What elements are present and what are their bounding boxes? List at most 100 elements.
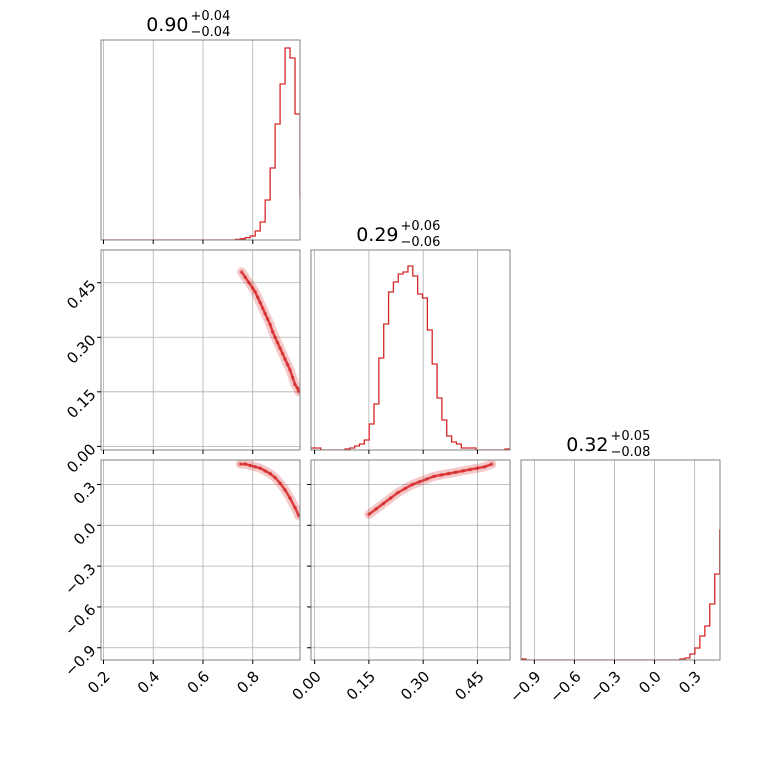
hist-bin-39	[295, 114, 300, 240]
scatter-point-0	[367, 512, 371, 517]
title-median-hist-2: 0.32	[566, 434, 608, 456]
scatter-point-11	[293, 505, 297, 510]
ytick-label-2: −0.3	[61, 560, 99, 598]
title-plus-hist-2: +0.05	[611, 429, 651, 444]
xtick-label-3: 0.45	[451, 668, 487, 704]
hist-bin-36	[280, 84, 285, 240]
panel-hist-0: 0.90 +0.04−0.04	[100, 9, 305, 244]
scatter-point-9	[265, 317, 270, 321]
scatter-point-20	[293, 382, 297, 387]
scatter-point-3	[253, 465, 258, 469]
scatter-point-7	[273, 475, 277, 480]
hist-bin-39	[715, 574, 720, 660]
scatter-point-5	[255, 295, 260, 300]
scatter-point-18	[288, 368, 292, 372]
panel-hist-2: −0.9 −0.6 −0.3 0.0 0.3 0.32 +0.05−0.08	[506, 429, 745, 706]
scatter-point-7	[417, 479, 422, 484]
scatter-point-13	[275, 340, 280, 345]
panel-scatter-2-0: 0.2 0.4 0.6 0.8−0.9−0.6−0.30.00.3	[61, 459, 301, 698]
scatter-point-15	[280, 351, 285, 356]
title-minus-hist-0: −0.04	[191, 25, 231, 40]
hist-step-hist-1	[311, 265, 510, 450]
axes-frame-hist-2	[520, 459, 721, 661]
hist-bin-15	[384, 324, 389, 450]
ytick-label-1: −0.6	[61, 601, 99, 639]
panel-hist-1: 0.29 +0.06−0.06	[310, 219, 511, 454]
xtick-label-4: 0.3	[675, 668, 705, 698]
ytick-label-0: 0.00	[63, 440, 99, 476]
scatter-point-14	[468, 467, 473, 472]
axes-frame-scatter-2-1	[310, 459, 511, 661]
hist-bin-44	[740, 656, 745, 660]
xtick-label-1: 0.15	[343, 668, 379, 704]
scatter-point-12	[273, 335, 277, 340]
ytick-label-3: 0.0	[70, 519, 100, 549]
hist-bin-34	[270, 168, 275, 240]
scatter-point-15	[475, 466, 480, 470]
scatter-point-9	[432, 474, 436, 479]
scatter-point-7	[260, 306, 265, 310]
scatter-point-5	[403, 486, 407, 491]
hist-bin-13	[374, 404, 379, 450]
hist-bin-19	[403, 272, 408, 450]
hist-bin-18	[398, 274, 403, 450]
scatter-point-8	[263, 311, 267, 316]
scatter-point-8	[278, 481, 282, 485]
data-hist-2	[521, 470, 745, 660]
hist-bin-26	[437, 398, 442, 450]
scatter-point-6	[268, 471, 272, 476]
hist-bin-40	[300, 198, 305, 240]
title-minus-hist-2: −0.08	[611, 445, 651, 460]
hist-bin-11	[364, 440, 369, 450]
panel-scatter-2-1: 0.00 0.15 0.30 0.45	[289, 459, 511, 704]
data-scatter-2-1	[364, 460, 497, 519]
ytick-label-3: 0.45	[63, 277, 99, 313]
scatter-point-9	[283, 488, 287, 492]
scatter-point-0	[238, 462, 243, 466]
hist-bin-17	[393, 282, 398, 450]
density-band-scatter-2-0	[235, 460, 300, 521]
scatter-point-6	[410, 482, 415, 487]
hist-bin-12	[369, 424, 374, 450]
scatter-point-2	[381, 501, 386, 506]
scatter-point-12	[453, 470, 458, 475]
scatter-point-16	[283, 357, 287, 361]
hist-bin-35	[695, 648, 700, 660]
xtick-label-1: −0.6	[546, 668, 584, 706]
scatter-point-1	[243, 275, 248, 280]
scatter-point-11	[270, 330, 275, 334]
scatter-point-2	[248, 463, 253, 468]
panel-scatter-1-0: 0.00 0.15 0.30 0.45	[63, 249, 301, 477]
hist-bin-42	[730, 470, 735, 660]
scatter-point-21	[295, 386, 300, 390]
scatter-point-10	[439, 473, 444, 477]
xtick-label-3: 0.8	[233, 668, 263, 698]
scatter-point-1	[243, 462, 248, 466]
hist-bin-28	[447, 436, 452, 450]
scatter-point-4	[396, 490, 400, 495]
scatter-point-22	[296, 390, 300, 394]
scatter-point-2	[247, 280, 251, 285]
axes-frame-scatter-2-0	[100, 459, 301, 661]
hist-bin-20	[408, 266, 413, 450]
hist-bin-37	[705, 626, 710, 660]
xtick-label-2: −0.3	[586, 668, 624, 706]
axes-frame-hist-0	[100, 39, 301, 241]
hist-bin-14	[379, 358, 384, 450]
title-median-hist-0: 0.90	[146, 14, 188, 36]
hist-bin-38	[290, 58, 295, 240]
hist-bin-37	[285, 48, 290, 240]
hist-bin-31	[255, 231, 260, 240]
hist-bin-43	[735, 638, 740, 660]
scatter-point-13	[461, 469, 465, 473]
hist-bin-24	[427, 330, 432, 450]
scatter-point-11	[446, 471, 451, 476]
scatter-point-5	[263, 469, 267, 473]
scatter-point-10	[268, 322, 272, 327]
scatter-point-4	[258, 466, 263, 470]
title-plus-hist-1: +0.06	[401, 219, 441, 234]
hist-bin-32	[260, 222, 265, 240]
hist-bin-35	[275, 124, 280, 240]
xtick-label-2: 0.30	[397, 668, 433, 704]
